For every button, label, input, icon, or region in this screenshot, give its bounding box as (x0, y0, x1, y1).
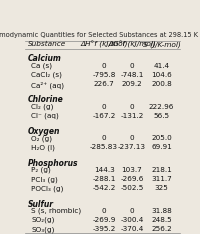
Text: 256.2: 256.2 (151, 226, 172, 232)
Text: 209.2: 209.2 (122, 81, 142, 87)
Text: -288.1: -288.1 (92, 176, 116, 182)
Text: S (J/K-mol): S (J/K-mol) (143, 41, 180, 48)
Text: S (s, rhombic): S (s, rhombic) (31, 208, 81, 214)
Text: 0: 0 (102, 135, 106, 141)
Text: Cl₂ (g): Cl₂ (g) (31, 103, 54, 110)
Text: O₂ (g): O₂ (g) (31, 135, 52, 142)
Text: POCl₃ (g): POCl₃ (g) (31, 185, 64, 192)
Text: -269.6: -269.6 (120, 176, 144, 182)
Text: ΔG°f (kJ/mol): ΔG°f (kJ/mol) (108, 41, 156, 48)
Text: Substance: Substance (28, 41, 66, 47)
Text: 0: 0 (102, 208, 106, 214)
Text: -167.2: -167.2 (92, 113, 116, 119)
Text: -131.2: -131.2 (120, 113, 144, 119)
Text: Cl⁻ (aq): Cl⁻ (aq) (31, 113, 59, 119)
Text: 222.96: 222.96 (149, 103, 174, 110)
Text: PCl₃ (g): PCl₃ (g) (31, 176, 58, 183)
Text: -542.2: -542.2 (92, 185, 116, 191)
Text: Chlorine: Chlorine (28, 95, 64, 104)
Text: Oxygen: Oxygen (28, 127, 60, 136)
Text: SO₂(g): SO₂(g) (31, 217, 55, 223)
Text: -300.4: -300.4 (120, 217, 144, 223)
Text: 56.5: 56.5 (153, 113, 169, 119)
Text: Ca²⁺ (aq): Ca²⁺ (aq) (31, 81, 64, 88)
Text: -370.4: -370.4 (120, 226, 144, 232)
Text: -795.8: -795.8 (92, 72, 116, 78)
Text: 103.7: 103.7 (122, 167, 142, 173)
Text: 248.5: 248.5 (151, 217, 172, 223)
Text: -237.13: -237.13 (118, 144, 146, 150)
Text: H₂O (l): H₂O (l) (31, 144, 55, 151)
Text: Sulfur: Sulfur (28, 200, 54, 208)
Text: 41.4: 41.4 (153, 63, 169, 69)
Text: 0: 0 (102, 103, 106, 110)
Text: Thermodynamic Quantities for Selected Substances at 298.15 K (25°C): Thermodynamic Quantities for Selected Su… (0, 32, 200, 39)
Text: Phosphorus: Phosphorus (28, 159, 79, 168)
Text: SO₃(g): SO₃(g) (31, 226, 55, 233)
Text: -502.5: -502.5 (120, 185, 144, 191)
Text: 144.3: 144.3 (94, 167, 114, 173)
Text: 325: 325 (154, 185, 168, 191)
Text: -269.9: -269.9 (92, 217, 116, 223)
Text: 226.7: 226.7 (94, 81, 114, 87)
Text: 0: 0 (130, 63, 134, 69)
Text: P₂ (g): P₂ (g) (31, 167, 51, 173)
Text: CaCl₂ (s): CaCl₂ (s) (31, 72, 62, 78)
Text: Calcium: Calcium (28, 54, 62, 63)
Text: 0: 0 (102, 63, 106, 69)
Text: 0: 0 (130, 135, 134, 141)
Text: 311.7: 311.7 (151, 176, 172, 182)
Text: 0: 0 (130, 208, 134, 214)
Text: 31.88: 31.88 (151, 208, 172, 214)
Text: 205.0: 205.0 (151, 135, 172, 141)
Text: -285.83: -285.83 (90, 144, 118, 150)
Text: 104.6: 104.6 (151, 72, 172, 78)
Text: 200.8: 200.8 (151, 81, 172, 87)
Text: 0: 0 (130, 103, 134, 110)
Text: Ca (s): Ca (s) (31, 63, 52, 69)
Text: ΔH°f (kJ/mol): ΔH°f (kJ/mol) (80, 41, 128, 48)
Text: -395.2: -395.2 (92, 226, 116, 232)
Text: 69.91: 69.91 (151, 144, 172, 150)
Text: -748.1: -748.1 (120, 72, 144, 78)
Text: 218.1: 218.1 (151, 167, 172, 173)
